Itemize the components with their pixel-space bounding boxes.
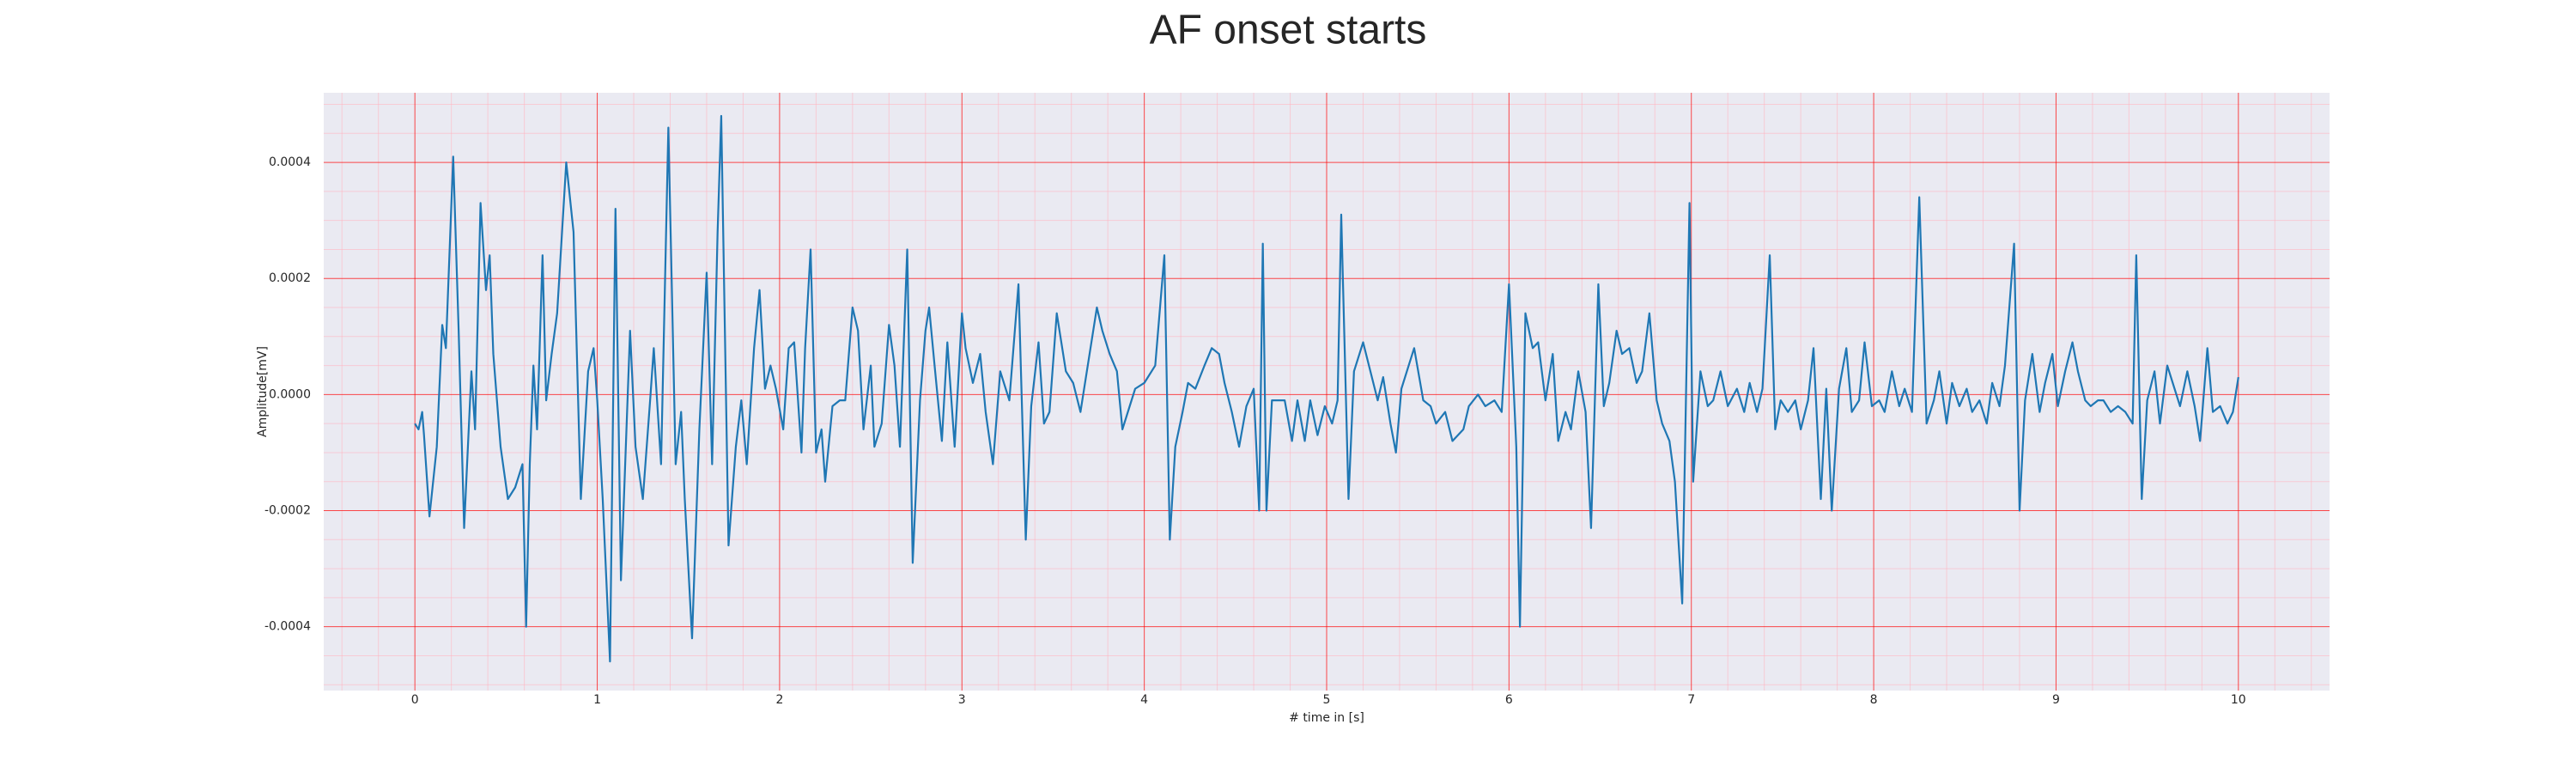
y-tick-label: -0.0002 bbox=[264, 504, 311, 518]
signal-line bbox=[414, 114, 2239, 663]
x-tick-label: 3 bbox=[958, 693, 966, 707]
x-tick-label: 0 bbox=[411, 693, 419, 707]
marks bbox=[414, 114, 2239, 663]
x-tick-label: 5 bbox=[1323, 693, 1331, 707]
x-tick-label: 4 bbox=[1140, 693, 1148, 707]
y-axis-label: Amplitude[mV] bbox=[256, 346, 270, 437]
x-tick-label: 1 bbox=[593, 693, 601, 707]
y-tick-label: 0.0002 bbox=[269, 271, 311, 285]
x-tick-label: 10 bbox=[2231, 693, 2246, 707]
chart-title: AF onset starts bbox=[1150, 8, 1427, 53]
x-tick-label: 9 bbox=[2052, 693, 2060, 707]
x-axis-label: # time in [s] bbox=[1289, 711, 1364, 725]
x-tick-label: 2 bbox=[775, 693, 783, 707]
y-tick-label: -0.0004 bbox=[264, 620, 311, 634]
x-tick-label: 8 bbox=[1870, 693, 1878, 707]
x-tick-label: 6 bbox=[1505, 693, 1513, 707]
y-tick-label: 0.0000 bbox=[269, 387, 311, 401]
y-tick-label: 0.0004 bbox=[269, 155, 311, 169]
x-tick-label: 7 bbox=[1687, 693, 1695, 707]
